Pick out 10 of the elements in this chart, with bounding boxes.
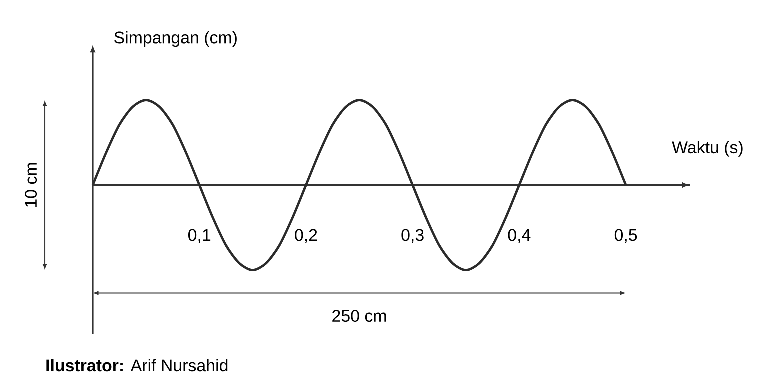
x-axis-title: Waktu (s) — [672, 141, 743, 157]
x-tick-label: 0,2 — [295, 229, 318, 244]
text: 250 cm — [332, 310, 386, 322]
x-tick-label: 0,1 — [188, 229, 211, 244]
text: Ilustrator: Arif Nursahid — [46, 359, 228, 372]
text: 10 cm — [25, 163, 38, 208]
y-axis-title: Simpangan (cm) — [114, 31, 237, 48]
x-tick-label: 0,5 — [614, 229, 638, 244]
x-tick-label: 0,3 — [402, 229, 424, 244]
x-tick-label: 0,4 — [508, 229, 531, 244]
